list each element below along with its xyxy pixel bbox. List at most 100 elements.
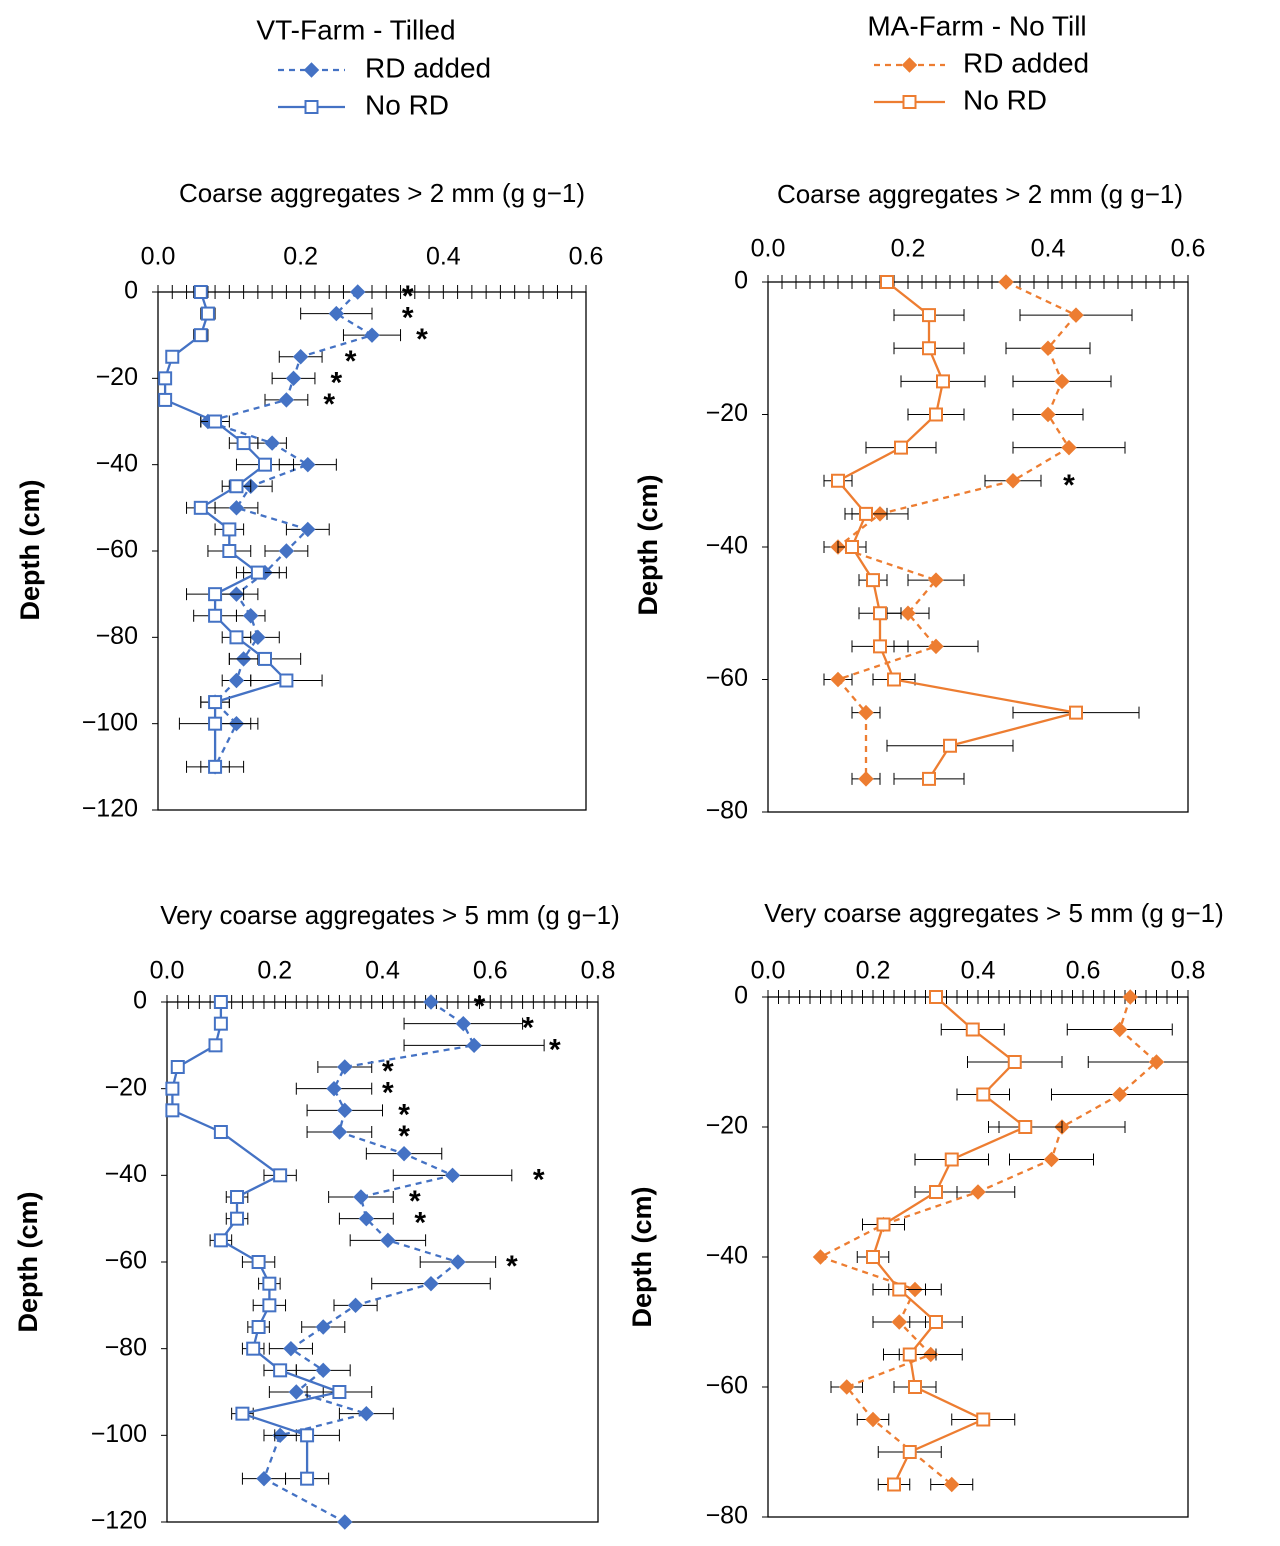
data-point bbox=[213, 1125, 228, 1139]
y-tick-label: −120 bbox=[82, 795, 138, 823]
y-tick-label: 0 bbox=[133, 987, 147, 1015]
data-point bbox=[262, 1298, 277, 1313]
data-point bbox=[1148, 1054, 1165, 1070]
data-point bbox=[279, 673, 294, 688]
significance-marker: * bbox=[414, 1207, 426, 1240]
data-point bbox=[331, 1124, 348, 1140]
data-point bbox=[831, 473, 845, 488]
data-point bbox=[251, 1320, 266, 1334]
data-point bbox=[235, 1406, 250, 1421]
data-point bbox=[208, 716, 223, 731]
data-point bbox=[228, 500, 245, 516]
y-tick-label: −80 bbox=[706, 797, 748, 825]
series-line bbox=[817, 996, 1159, 1486]
series-rd-added bbox=[812, 989, 1189, 1493]
data-point bbox=[283, 1340, 299, 1357]
legend-marker-no-rd bbox=[902, 95, 917, 109]
data-point bbox=[970, 1184, 986, 1200]
legend-label-no-rd: No RD bbox=[963, 84, 1047, 115]
data-point bbox=[358, 1210, 375, 1227]
data-point bbox=[922, 341, 936, 356]
y-tick-label: −60 bbox=[706, 1372, 748, 1400]
series-no-rd bbox=[823, 275, 1140, 786]
data-point bbox=[976, 1412, 991, 1427]
y-tick-label: −20 bbox=[706, 399, 748, 427]
data-point bbox=[288, 1384, 305, 1400]
x-tick-label: 0.0 bbox=[751, 235, 786, 263]
data-point bbox=[1007, 1055, 1022, 1069]
significance-marker: * bbox=[345, 345, 357, 378]
data-point bbox=[278, 392, 295, 408]
legend-ma-farm: MA-Farm - No Till RD added No RD bbox=[867, 10, 1089, 115]
series-line bbox=[163, 291, 289, 767]
data-point bbox=[936, 374, 950, 389]
y-tick-label: −100 bbox=[82, 708, 138, 736]
data-point bbox=[292, 349, 309, 365]
y-tick-label: −100 bbox=[91, 1420, 147, 1448]
data-point bbox=[887, 672, 901, 687]
data-point bbox=[887, 1477, 901, 1492]
y-tick-label: −120 bbox=[91, 1507, 147, 1535]
x-tick-label: 0.8 bbox=[581, 957, 616, 985]
data-point bbox=[1061, 439, 1077, 456]
x-tick-label: 0.0 bbox=[751, 957, 786, 985]
data-point bbox=[380, 1232, 396, 1249]
data-point bbox=[337, 1059, 353, 1075]
x-axis-title: Coarse aggregates > 2 mm (g g−1) bbox=[777, 179, 1183, 209]
series-line bbox=[871, 996, 1028, 1486]
data-point bbox=[213, 1016, 228, 1031]
data-point bbox=[928, 572, 944, 588]
series-rd-added bbox=[200, 284, 402, 775]
x-tick-label: 0.6 bbox=[1066, 957, 1101, 985]
data-point bbox=[208, 414, 223, 429]
y-axis-title: Depth (cm) bbox=[13, 1192, 43, 1333]
x-axis-title: Coarse aggregates > 2 mm (g g−1) bbox=[179, 178, 585, 208]
x-tick-label: 0.6 bbox=[1171, 235, 1206, 263]
x-tick-label: 0.2 bbox=[283, 243, 318, 271]
y-tick-label: −80 bbox=[105, 1333, 147, 1361]
data-point bbox=[858, 771, 874, 787]
legend-vt-farm: VT-Farm - Tilled RD added No RD bbox=[256, 14, 491, 120]
y-tick-label: 0 bbox=[734, 982, 748, 1010]
data-point bbox=[929, 1185, 943, 1199]
significance-marker: * bbox=[1063, 469, 1075, 502]
data-point bbox=[208, 1038, 223, 1053]
data-point bbox=[364, 327, 380, 343]
y-axis-title: Depth (cm) bbox=[627, 1187, 657, 1328]
data-point bbox=[165, 349, 180, 364]
x-tick-label: 0.4 bbox=[365, 957, 400, 985]
data-point bbox=[943, 738, 957, 753]
series-no-rd bbox=[856, 990, 1063, 1492]
legend-label-rd-added: RD added bbox=[365, 52, 491, 83]
data-point bbox=[858, 704, 874, 721]
y-tick-label: −20 bbox=[706, 1112, 748, 1140]
panel-ma-coarse-aggregates: 0.0 0.2 0.4 0.6 0 −20 −40 −60 −80 Coarse aggregat… bbox=[633, 179, 1205, 825]
x-tick-label: 0.6 bbox=[473, 957, 508, 985]
data-point bbox=[965, 1022, 980, 1037]
data-point bbox=[158, 371, 173, 386]
data-point bbox=[256, 1470, 272, 1487]
x-tick-label: 0.0 bbox=[141, 243, 176, 271]
data-point bbox=[337, 1102, 353, 1119]
data-point bbox=[998, 274, 1014, 290]
plot-area bbox=[767, 996, 1189, 1518]
data-point bbox=[866, 573, 880, 588]
data-point bbox=[1068, 307, 1084, 323]
data-point bbox=[250, 629, 266, 646]
legend-title: VT-Farm - Tilled bbox=[256, 14, 455, 45]
data-point bbox=[812, 1249, 829, 1265]
data-point bbox=[922, 771, 936, 786]
significance-marker: * bbox=[398, 1098, 410, 1131]
data-point bbox=[880, 275, 894, 289]
data-point bbox=[908, 1380, 922, 1394]
data-point bbox=[193, 285, 208, 299]
data-point bbox=[353, 1189, 369, 1205]
data-point bbox=[845, 540, 859, 554]
data-point bbox=[165, 1103, 180, 1118]
legend-label-no-rd: No RD bbox=[365, 89, 449, 120]
legend-marker-rd-added bbox=[901, 57, 918, 73]
x-tick-label: 0.0 bbox=[150, 957, 185, 985]
data-point bbox=[332, 1385, 347, 1399]
x-tick-label: 0.8 bbox=[1171, 957, 1206, 985]
